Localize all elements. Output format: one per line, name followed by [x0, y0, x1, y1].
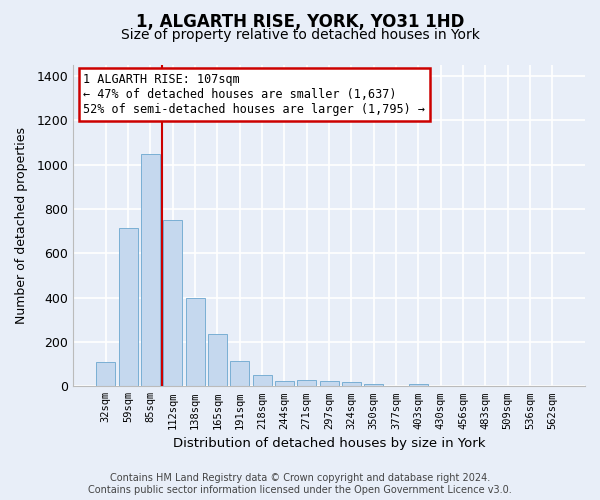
X-axis label: Distribution of detached houses by size in York: Distribution of detached houses by size … [173, 437, 485, 450]
Text: 1 ALGARTH RISE: 107sqm
← 47% of detached houses are smaller (1,637)
52% of semi-: 1 ALGARTH RISE: 107sqm ← 47% of detached… [83, 73, 425, 116]
Bar [185, 298, 205, 386]
Text: Contains HM Land Registry data © Crown copyright and database right 2024.
Contai: Contains HM Land Registry data © Crown c… [88, 474, 512, 495]
Bar [409, 384, 428, 386]
Bar [275, 382, 294, 386]
Bar [230, 361, 249, 386]
Bar [97, 362, 115, 386]
Bar [119, 228, 137, 386]
Bar [253, 375, 272, 386]
Bar [297, 380, 316, 386]
Bar [208, 334, 227, 386]
Y-axis label: Number of detached properties: Number of detached properties [15, 127, 28, 324]
Text: 1, ALGARTH RISE, YORK, YO31 1HD: 1, ALGARTH RISE, YORK, YO31 1HD [136, 12, 464, 30]
Bar [342, 382, 361, 386]
Text: Size of property relative to detached houses in York: Size of property relative to detached ho… [121, 28, 479, 42]
Bar [163, 220, 182, 386]
Bar [141, 154, 160, 386]
Bar [364, 384, 383, 386]
Bar [320, 382, 338, 386]
